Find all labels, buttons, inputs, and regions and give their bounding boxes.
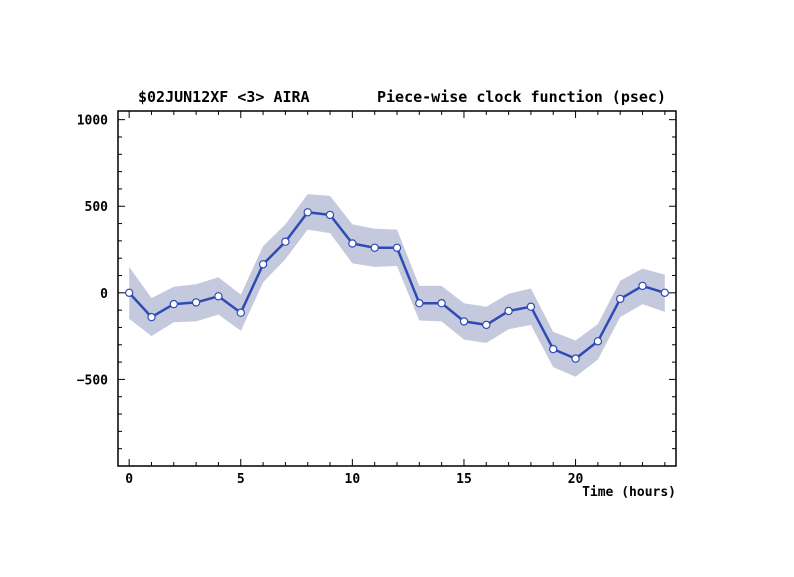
- data-point-14: [437, 299, 446, 308]
- data-point-18: [526, 302, 536, 311]
- data-point-11: [370, 243, 379, 252]
- y-tick-label-500: 500: [85, 200, 109, 215]
- chart-title-right: Piece-wise clock function (psec): [377, 88, 666, 106]
- data-point-13: [415, 299, 424, 308]
- uncertainty-band-layer: [129, 194, 665, 377]
- axes-frame: [117, 110, 677, 467]
- data-point-22: [616, 294, 625, 304]
- x-tick-label-15: 15: [456, 472, 472, 487]
- data-point-6: [258, 260, 268, 269]
- data-point-12: [392, 243, 402, 252]
- x-tick-label-5: 5: [237, 472, 245, 487]
- data-point-8: [303, 208, 312, 217]
- data-point-4: [214, 292, 223, 301]
- data-point-21: [593, 337, 603, 346]
- tick-label-layer: 0 5 10 15 20 1000 500 0 −500: [77, 114, 584, 487]
- y-tick-label-0: 0: [100, 287, 108, 302]
- data-point-10: [348, 239, 357, 248]
- chart-title-left: $02JUN12XF <3> AIRA: [138, 88, 310, 106]
- x-tick-label-20: 20: [568, 472, 584, 487]
- data-point-5: [236, 308, 245, 317]
- data-point-24: [660, 288, 670, 297]
- x-axis-label: Time (hours): [582, 485, 676, 500]
- y-tick-label-1000: 1000: [77, 114, 108, 129]
- data-point-17: [504, 306, 513, 316]
- data-point-20: [571, 354, 580, 363]
- data-point-15: [459, 317, 469, 326]
- data-point-23: [638, 281, 647, 291]
- data-point-19: [549, 344, 558, 354]
- x-tick-label-0: 0: [125, 472, 133, 487]
- data-point-1: [147, 312, 156, 322]
- data-point-16: [482, 320, 491, 330]
- data-point-layer: [124, 208, 670, 363]
- data-point-3: [191, 298, 201, 307]
- data-point-0: [124, 288, 134, 297]
- y-tick-label--500: −500: [77, 373, 108, 388]
- data-point-7: [281, 237, 290, 246]
- data-point-2: [169, 299, 178, 309]
- data-point-9: [325, 210, 335, 220]
- uncertainty-band: [129, 194, 665, 377]
- x-tick-label-10: 10: [345, 472, 361, 487]
